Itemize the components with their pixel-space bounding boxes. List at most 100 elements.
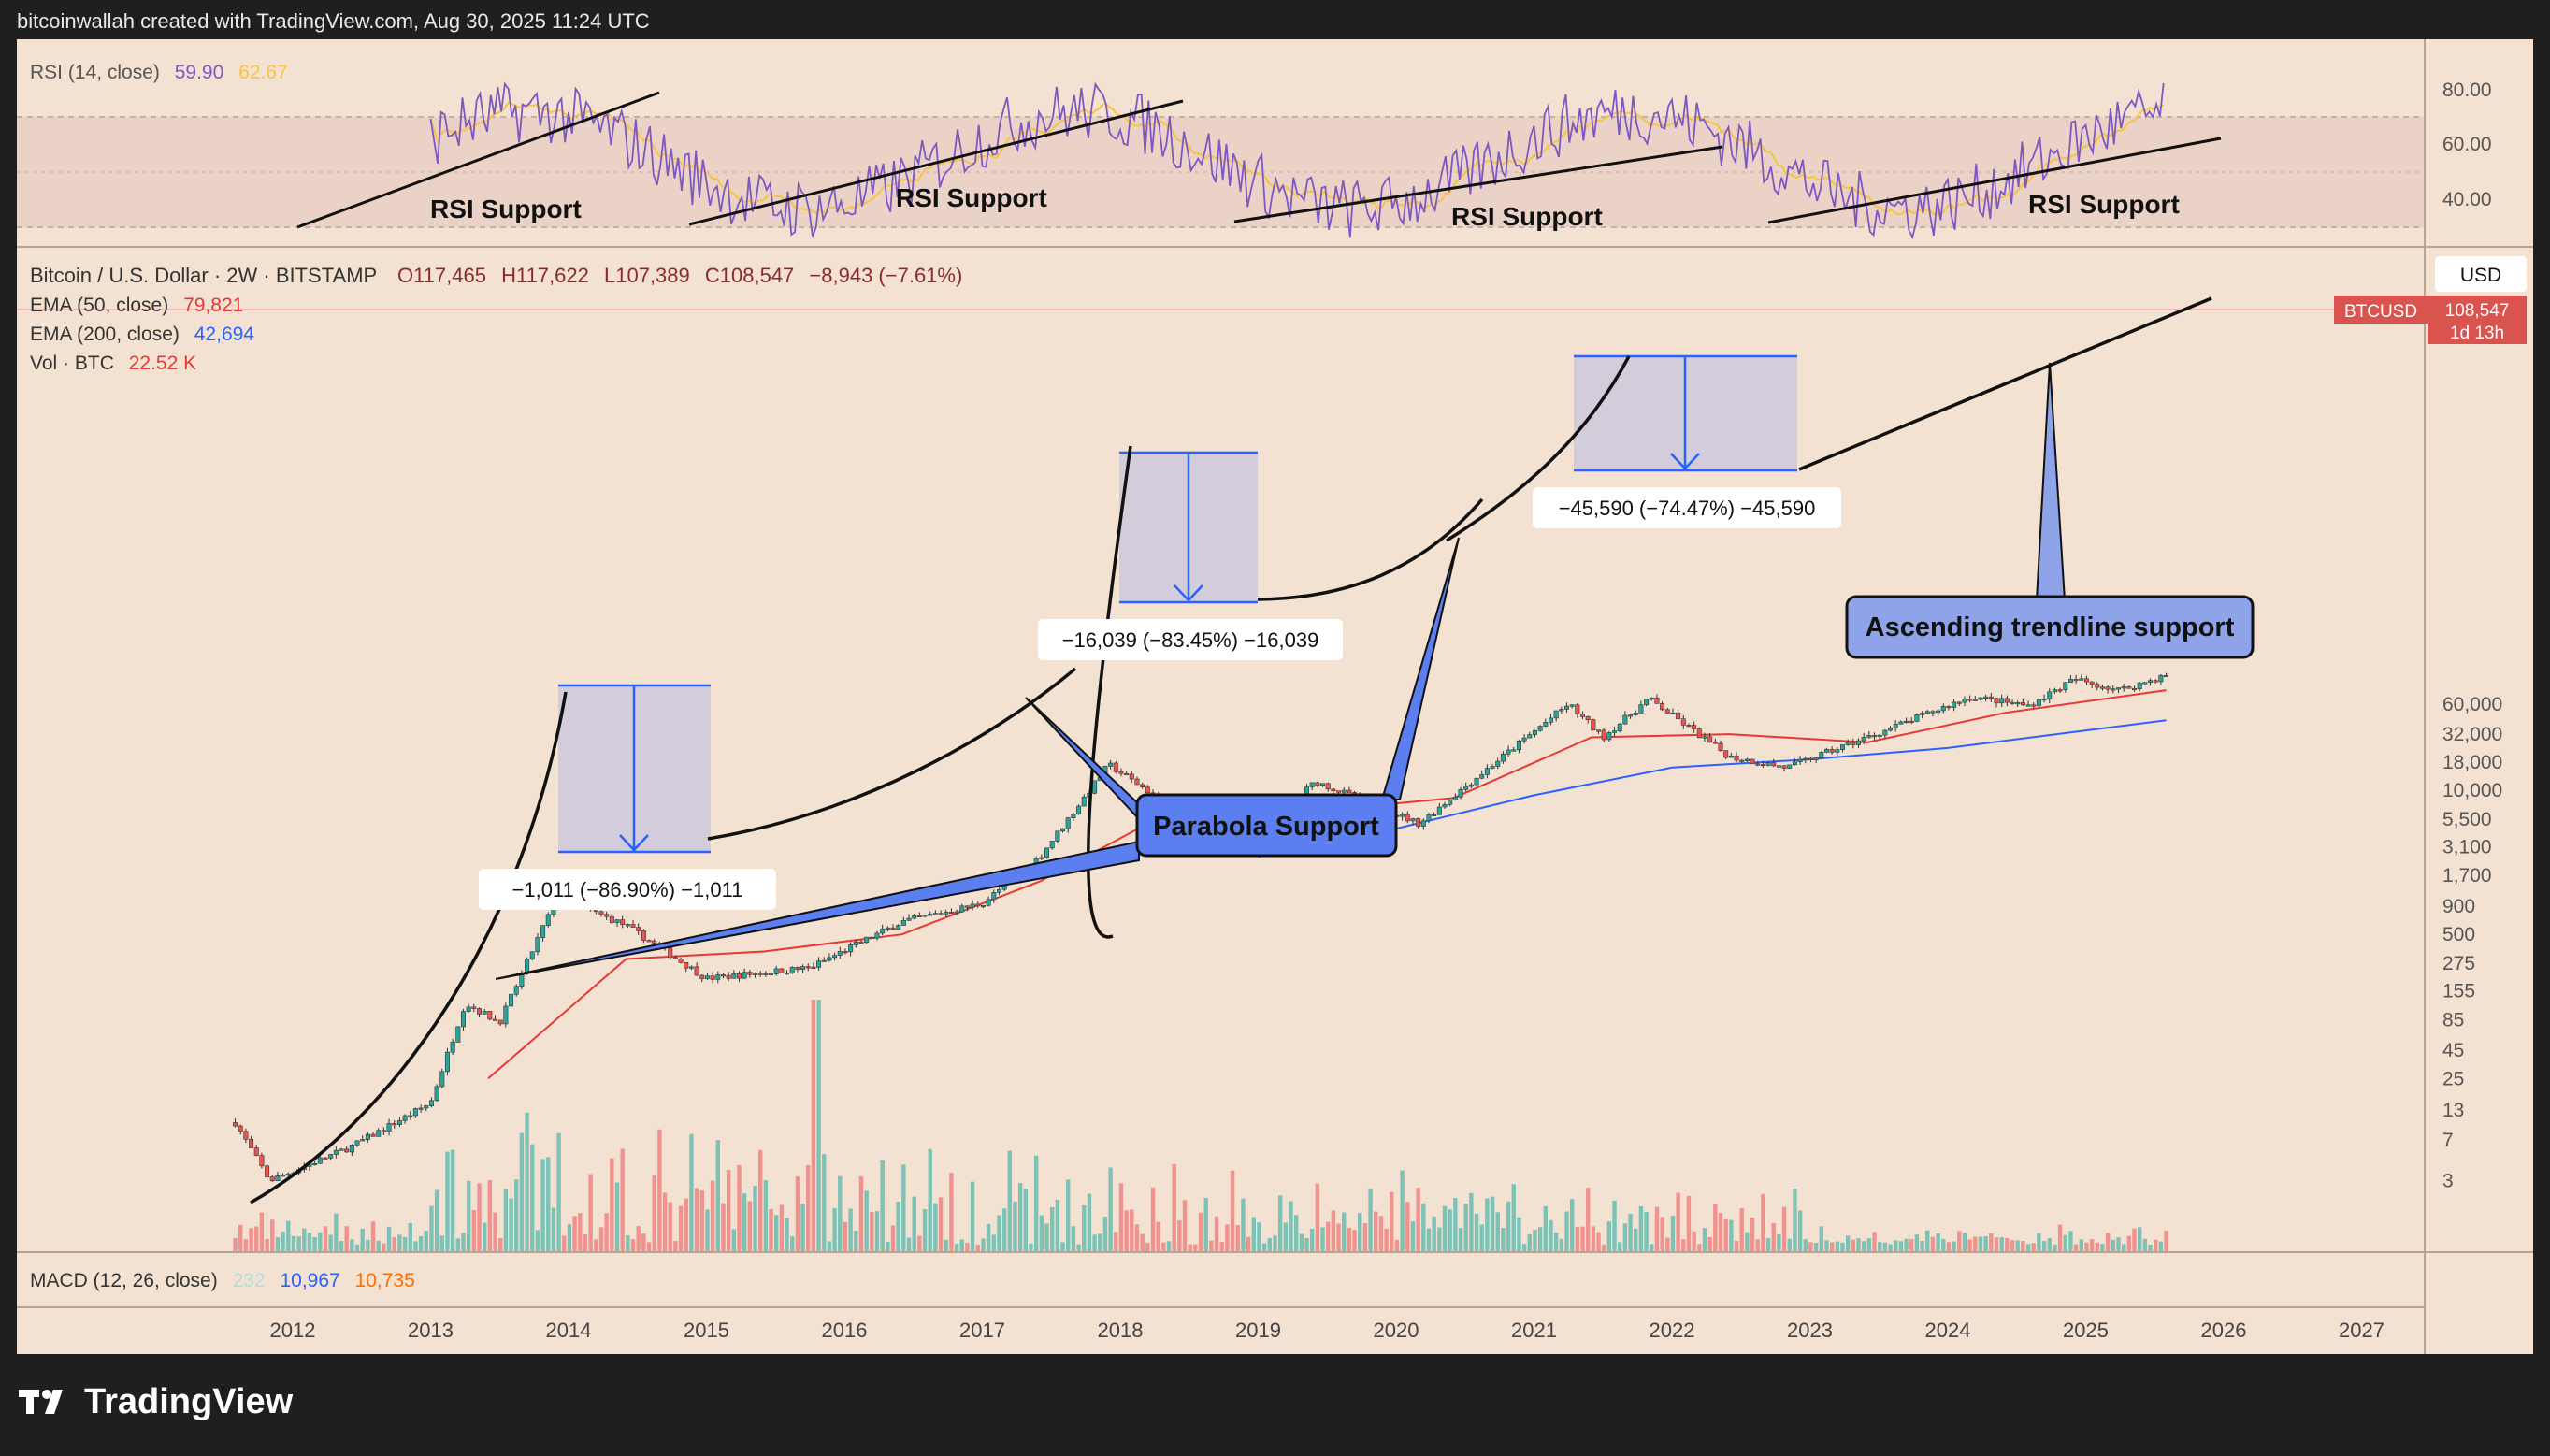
volume-bar <box>886 1241 890 1251</box>
rsi-legend-name: RSI (14, close) <box>30 62 160 83</box>
candle <box>540 925 546 942</box>
candle <box>1511 746 1517 752</box>
volume-bar <box>2132 1228 2137 1251</box>
volume-bar <box>2010 1240 2015 1251</box>
volume-bar <box>2025 1244 2031 1251</box>
volume-bar <box>1378 1216 1384 1251</box>
candle <box>1829 746 1835 755</box>
candle <box>731 970 737 979</box>
volume-bar <box>1463 1204 1468 1251</box>
volume-bar <box>2047 1238 2052 1251</box>
volume-bar <box>1118 1183 1124 1251</box>
time-tick: 2027 <box>2339 1319 2384 1342</box>
volume-bar <box>418 1235 424 1251</box>
volume-bar <box>1134 1224 1140 1251</box>
volume-bar <box>1458 1228 1463 1251</box>
price-tick: 275 <box>2442 953 2475 974</box>
candle <box>932 910 938 915</box>
candle <box>1416 817 1421 829</box>
volume-bar <box>1299 1233 1304 1251</box>
currency-button[interactable] <box>2435 256 2527 292</box>
rsi-tick: 40.00 <box>2442 189 2492 210</box>
candle <box>535 933 540 956</box>
volume-bar <box>1622 1223 1628 1251</box>
candle <box>938 910 944 916</box>
candle <box>2115 687 2121 694</box>
candle <box>513 984 519 997</box>
volume-bar <box>1358 1213 1362 1251</box>
volume-bar <box>1692 1231 1696 1251</box>
candle <box>370 1132 376 1137</box>
volume-bar <box>2057 1224 2063 1251</box>
volume-bar <box>1803 1239 1808 1251</box>
volume-bar <box>1628 1214 1633 1251</box>
volume-bar <box>610 1158 614 1251</box>
volume-bar <box>620 1148 625 1251</box>
candle <box>466 1003 471 1013</box>
volume-bar <box>1076 1244 1081 1251</box>
volume-bar <box>291 1235 296 1251</box>
volume-bar <box>870 1212 874 1251</box>
candle <box>1823 747 1829 754</box>
candle <box>900 916 906 926</box>
candle <box>1680 714 1686 729</box>
candle <box>1797 756 1803 765</box>
volume-bar <box>1193 1244 1198 1251</box>
candle <box>1972 696 1978 701</box>
volume-bar <box>1150 1187 1156 1251</box>
candle <box>1325 782 1331 792</box>
volume-bar <box>906 1237 912 1251</box>
candle <box>694 962 699 976</box>
volume-bar <box>731 1229 737 1251</box>
candle <box>1060 828 1066 833</box>
volume-bar <box>652 1175 656 1251</box>
candle <box>392 1119 397 1129</box>
candle <box>2047 688 2053 703</box>
volume-bar <box>912 1196 916 1251</box>
time-tick: 2021 <box>1511 1319 1557 1342</box>
ohlc-high: H117,622 <box>501 264 589 287</box>
volume-bar <box>1405 1202 1410 1251</box>
time-tick: 2024 <box>1925 1319 1971 1342</box>
volume-bar <box>1840 1242 1845 1251</box>
volume-bar <box>1374 1211 1378 1251</box>
volume-bar <box>1686 1195 1692 1251</box>
candle <box>1113 761 1118 774</box>
volume-bar <box>1994 1237 1999 1251</box>
volume-bar <box>1108 1167 1113 1251</box>
volume-bar <box>1787 1238 1792 1251</box>
candle <box>1065 816 1071 833</box>
rsi-ma-line <box>429 101 2165 217</box>
candle <box>2010 699 2015 706</box>
candle <box>1601 728 1606 742</box>
tradingview-logo: TradingView <box>19 1382 293 1422</box>
rsi-plot <box>429 81 2165 239</box>
volume-bar <box>302 1228 307 1251</box>
candle <box>1575 703 1580 718</box>
volume-bar <box>1829 1242 1835 1251</box>
volume-bar <box>1273 1235 1277 1251</box>
time-tick: 2025 <box>2063 1319 2109 1342</box>
chart-background <box>17 39 2533 1354</box>
volume-bar <box>466 1180 471 1251</box>
candle <box>1452 793 1458 801</box>
price-tick: 7 <box>2442 1130 2454 1151</box>
volume-bar <box>657 1129 662 1251</box>
volume-bar <box>1824 1240 1829 1251</box>
candle <box>2079 674 2084 681</box>
price-tick: 1,700 <box>2442 865 2492 887</box>
time-tick: 2012 <box>270 1319 316 1342</box>
volume-bar <box>386 1226 392 1251</box>
volume-bar <box>1257 1222 1261 1251</box>
candle <box>1739 758 1745 763</box>
volume-bar <box>1448 1209 1452 1251</box>
time-tick: 2018 <box>1098 1319 1144 1342</box>
candle <box>1580 711 1586 720</box>
candle <box>885 926 890 932</box>
candle <box>986 896 991 907</box>
candle <box>991 889 997 903</box>
volume-bar <box>1071 1226 1076 1251</box>
candle <box>1436 802 1442 815</box>
volume-bar <box>721 1203 726 1251</box>
